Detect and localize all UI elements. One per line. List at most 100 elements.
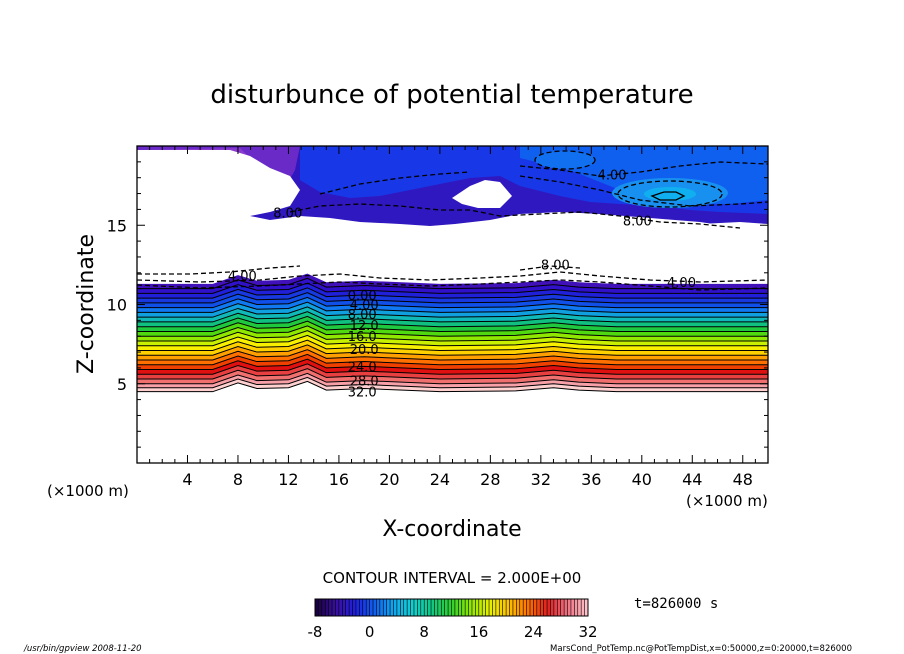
color-band	[137, 306, 768, 322]
colorbar-cell	[359, 599, 364, 616]
color-band	[137, 287, 768, 303]
colorbar-cell	[451, 599, 456, 616]
contour-line	[137, 287, 768, 299]
colorbar-cell	[386, 599, 391, 616]
x-tick-label: 4	[182, 470, 192, 489]
colorbar-cell	[383, 599, 387, 616]
contour-label: 8.00	[348, 308, 377, 323]
contour-line	[137, 372, 768, 385]
colorbar-cell	[543, 599, 548, 616]
colorbar-cell	[509, 599, 514, 616]
negative-contour-labels: 4.00 8.00 4.00 4.00 8.00 8.00	[228, 168, 696, 291]
colorbar-tick-label: 8	[419, 623, 429, 641]
x-unit-right: (×1000 m)	[686, 492, 768, 510]
colorbar-cell	[577, 599, 582, 616]
y-tick-label: 5	[117, 375, 127, 394]
colorbar-cell	[328, 599, 333, 616]
colorbar-cell	[318, 599, 323, 616]
color-band	[137, 297, 768, 313]
colorbar-tick-label: 16	[469, 623, 488, 641]
color-band	[137, 354, 768, 370]
contour-line	[137, 330, 768, 342]
colorbar-cell	[400, 599, 405, 616]
colorbar-cell	[315, 599, 319, 616]
colorbar-cell	[321, 599, 326, 616]
colorbar-tick-label: 0	[365, 623, 375, 641]
color-band	[137, 349, 768, 365]
colorbar-cell	[325, 599, 329, 616]
color-band	[137, 368, 768, 384]
contour-label: 4.00	[667, 276, 696, 291]
colorbar-cell	[369, 599, 374, 616]
contour-line	[137, 349, 768, 361]
contour-line	[137, 301, 768, 313]
color-band	[137, 363, 768, 379]
colorbar-cell	[373, 599, 377, 616]
color-band	[137, 325, 768, 341]
color-band	[137, 344, 768, 360]
x-tick-label: 40	[632, 470, 652, 489]
contour-label: 28.0	[350, 375, 379, 390]
colorbar-cell	[489, 599, 493, 616]
chart-title: disturbunce of potential temperature	[210, 80, 693, 110]
color-band	[137, 311, 768, 327]
x-tick-label: 16	[329, 470, 349, 489]
y-tick-label: 15	[107, 216, 127, 235]
colorbar-cell	[461, 599, 466, 616]
colorbar-cell	[427, 599, 432, 616]
colorbar-cell	[366, 599, 370, 616]
colorbar-cell	[454, 599, 459, 616]
colorbar-cell	[349, 599, 353, 616]
colorbar-cell	[417, 599, 422, 616]
contour-line	[137, 282, 768, 294]
colorbar-cell	[550, 599, 555, 616]
contour-line	[137, 325, 768, 337]
colorbar-cell	[506, 599, 510, 616]
colorbar-cell	[362, 599, 367, 616]
colorbar-cell	[495, 599, 500, 616]
contour-line	[137, 344, 768, 356]
contour-interval-label: CONTOUR INTERVAL = 2.000E+00	[323, 569, 582, 587]
upper-disturbance-field	[137, 146, 768, 276]
colorbar-cell	[345, 599, 350, 616]
colorbar-cell	[516, 599, 521, 616]
colorbar-cell	[547, 599, 551, 616]
colorbar-cell	[482, 599, 486, 616]
colorbar-ticks: -8 0 8 16 24 32	[308, 623, 598, 641]
colorbar-cell	[581, 599, 585, 616]
x-tick-label: 28	[480, 470, 500, 489]
colorbar-cell	[355, 599, 360, 616]
y-axis-ticks: 5 10 15	[107, 145, 768, 464]
contour-label: 12.0	[350, 319, 379, 334]
colorbar-cell	[448, 599, 452, 616]
colorbar-cell	[403, 599, 408, 616]
colorbar-cell	[475, 599, 480, 616]
contour-label: 8.00	[541, 259, 570, 274]
colorbar-cell	[390, 599, 394, 616]
colorbar-cell	[434, 599, 439, 616]
contour-label: 20.0	[350, 343, 379, 358]
color-band	[137, 330, 768, 346]
colorbar-cell	[471, 599, 476, 616]
contour-label: 8.00	[623, 214, 652, 229]
contour-label: 4.00	[228, 270, 257, 285]
x-tick-label: 48	[733, 470, 753, 489]
contour-label: 32.0	[348, 386, 377, 401]
colorbar-cell	[420, 599, 425, 616]
colorbar-cell	[564, 599, 568, 616]
colorbar-cell	[560, 599, 565, 616]
x-tick-label: 24	[430, 470, 450, 489]
colorbar-cell	[396, 599, 401, 616]
contour-line	[137, 320, 768, 332]
color-band	[137, 321, 768, 337]
colorbar-cell	[478, 599, 483, 616]
colorbar-cell	[332, 599, 336, 616]
colorbar-cell	[526, 599, 531, 616]
colorbar-cell	[512, 599, 517, 616]
contour-line	[137, 358, 768, 370]
contour-lines	[137, 277, 768, 393]
footer-left: /usr/bin/gpview 2008-11-20	[23, 644, 142, 654]
color-band	[137, 278, 768, 294]
colorbar-cell	[533, 599, 538, 616]
